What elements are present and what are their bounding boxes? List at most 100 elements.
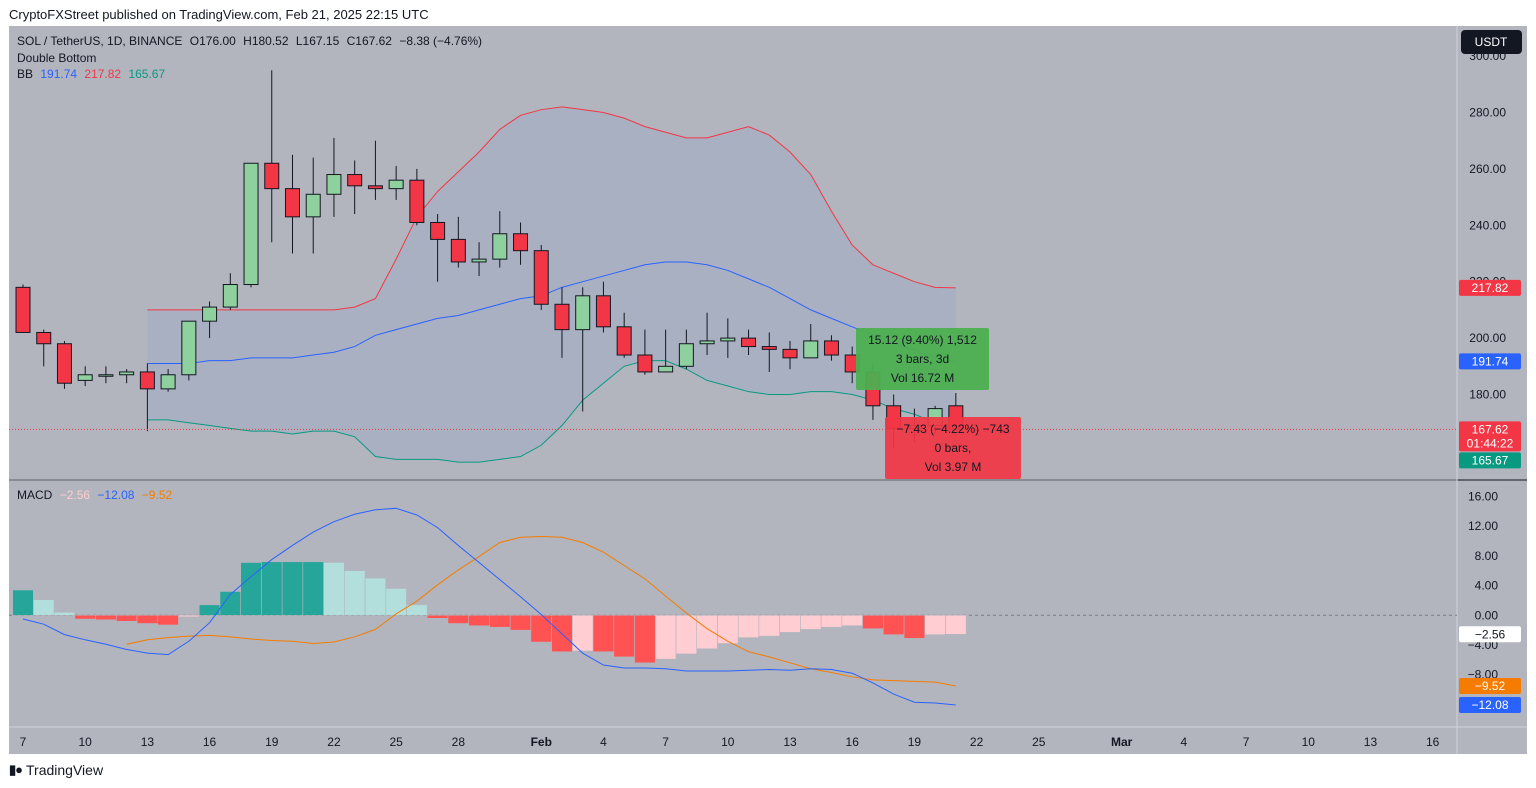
macd-tick-label: 16.00: [1468, 489, 1498, 503]
time-tick-label: 25: [389, 735, 403, 749]
price-axis-bg: [1457, 26, 1527, 727]
candle-body: [761, 346, 777, 350]
time-tick-label: 7: [662, 735, 669, 749]
macd-hist-bar: [862, 615, 884, 629]
macd-hist-bar: [572, 615, 594, 652]
macd-hist-bar: [178, 615, 200, 618]
badge-macd-hist-bg: [1459, 626, 1521, 643]
time-tick-label: 13: [141, 735, 155, 749]
macd-hist-bar: [758, 615, 780, 637]
macd-hist-bar: [116, 615, 138, 622]
macd-hist-bar: [530, 615, 552, 643]
candle-body: [305, 193, 321, 218]
measure-up-change: 15.12 (9.40%) 1,512: [868, 333, 977, 347]
footer-brand[interactable]: ▮● TradingView: [9, 762, 103, 778]
price-tick-label: 200.00: [1469, 331, 1506, 345]
macd-legend[interactable]: MACD −2.56 −12.08 −9.52: [17, 488, 176, 502]
time-tick-label: 22: [327, 735, 341, 749]
candle-body: [77, 374, 93, 381]
candle-body: [202, 306, 218, 322]
badge-bb-lower-bg: [1459, 452, 1521, 469]
candle-body: [409, 179, 425, 223]
time-tick-label: Mar: [1111, 735, 1133, 749]
macd-hist-bar: [281, 561, 304, 616]
macd-hist-bar: [344, 570, 366, 616]
candle-body: [471, 258, 487, 263]
candle-body: [367, 185, 383, 190]
macd-hist-bar: [157, 615, 179, 626]
price-tick-label: 240.00: [1469, 218, 1506, 232]
candle-body: [15, 286, 31, 333]
time-tick-label: 7: [1243, 735, 1250, 749]
footer-brand-label: TradingView: [26, 762, 104, 778]
macd-hist-bar: [468, 615, 490, 626]
time-tick-label: 19: [265, 735, 279, 749]
candle-body: [741, 337, 757, 348]
macd-hist-bar: [261, 561, 283, 616]
candle-body: [326, 174, 342, 195]
macd-hist-bar: [489, 615, 511, 628]
macd-hist-bar: [447, 615, 469, 624]
candle-body: [36, 331, 52, 345]
time-tick-label: 7: [20, 735, 27, 749]
bb-lower-value: 165.67: [128, 67, 166, 81]
macd-hist-bar: [136, 615, 158, 624]
bb-lower-line: [147, 360, 957, 463]
measure-down-box[interactable]: [885, 417, 1021, 479]
currency-button[interactable]: USDT: [1461, 30, 1522, 54]
measure-annotation-down[interactable]: −7.43 (−4.22%) −743 0 bars, Vol 3.97 M: [885, 417, 1021, 479]
symbol-name[interactable]: SOL / TetherUS, 1D, BINANCE: [17, 34, 183, 48]
pattern-label[interactable]: Double Bottom: [17, 51, 97, 65]
macd-hist-bar: [634, 615, 656, 664]
macd-hist-bar: [53, 612, 76, 616]
macd-hist-bar: [655, 615, 677, 660]
price-tick-label: 280.00: [1469, 106, 1506, 120]
open-value: 176.00: [199, 34, 236, 48]
macd-hist-bar: [738, 615, 760, 638]
measure-annotation-up[interactable]: 15.12 (9.40%) 1,512 3 bars, 3d Vol 16.72…: [856, 328, 989, 390]
macd-hist-bar: [364, 577, 386, 616]
low-value: 167.15: [302, 34, 340, 48]
macd-name[interactable]: MACD: [17, 488, 53, 502]
time-tick-label: Feb: [531, 735, 552, 749]
high-value: 180.52: [251, 34, 289, 48]
macd-hist-value: −2.56: [59, 488, 91, 502]
candle-body: [782, 348, 798, 359]
symbol-legend[interactable]: SOL / TetherUS, 1D, BINANCE O176.00 H180…: [17, 34, 486, 48]
candle-body: [139, 371, 155, 390]
macd-hist-bar: [406, 604, 428, 616]
candle-body: [637, 354, 653, 373]
close-value: 167.62: [355, 34, 392, 48]
measure-up-box[interactable]: [856, 328, 989, 390]
time-tick-label: 13: [1364, 735, 1378, 749]
badge-bb-basis-bg: [1459, 353, 1521, 370]
macd-hist-bar: [945, 615, 967, 635]
bb-legend[interactable]: BB 191.74 217.82 165.67: [17, 67, 169, 81]
candle-body: [699, 340, 715, 345]
badge-macd-line: −12.08: [1471, 698, 1508, 712]
badge-macd-signal-bg: [1459, 678, 1521, 695]
candle-body: [347, 174, 363, 187]
publisher-line: CryptoFXStreet published on TradingView.…: [9, 7, 429, 22]
badge-bb-upper-bg: [1459, 279, 1521, 296]
bb-fill: [147, 106, 956, 463]
pattern-legend[interactable]: Double Bottom: [17, 51, 100, 65]
bb-name[interactable]: BB: [17, 67, 34, 81]
time-axis-bg: [9, 727, 1527, 754]
macd-signal-value: −9.52: [141, 488, 173, 502]
macd-hist-bar: [675, 615, 697, 655]
macd-hist-bar: [592, 615, 614, 652]
badge-macd-signal: −9.52: [1475, 679, 1506, 693]
macd-line-value: −12.08: [97, 488, 135, 502]
candle-body: [243, 162, 259, 286]
candle-body: [616, 326, 632, 356]
price-tick-label: 180.00: [1469, 388, 1506, 402]
measure-down-change: −7.43 (−4.22%) −743: [896, 422, 1009, 436]
macd-hist-bar: [12, 589, 34, 616]
candle-body: [533, 250, 549, 305]
candle-body: [98, 374, 114, 377]
macd-hist-bar: [903, 615, 925, 639]
macd-hist-bar: [302, 561, 324, 616]
time-tick-label: 4: [600, 735, 607, 749]
